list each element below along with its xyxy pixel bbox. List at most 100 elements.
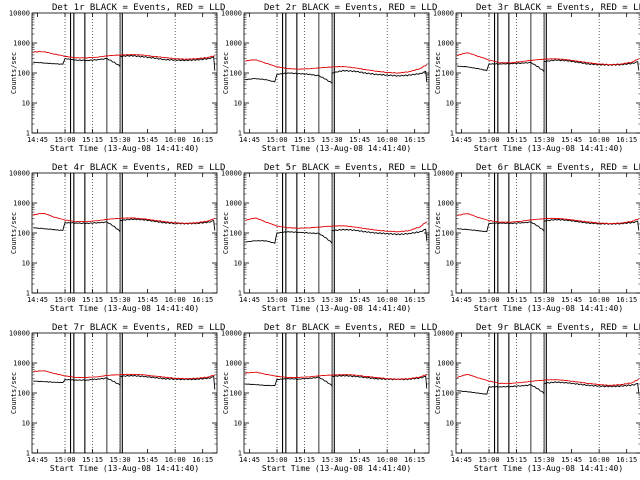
x-tick-label: 15:15 [294,296,315,304]
y-axis-label: Counts/sec [10,212,18,254]
x-tick-label: 15:30 [534,136,555,144]
y-tick-label: 100 [441,230,454,238]
x-tick-label: 16:15 [192,296,213,304]
y-tick-label: 10000 [221,10,242,18]
x-axis-label: Start Time (13-Aug-08 14:41:40) [474,144,623,153]
y-tick-label: 10000 [433,330,454,338]
x-tick-label: 16:00 [165,456,186,464]
x-tick-label: 15:15 [506,136,527,144]
y-tick-label: 1 [26,130,30,138]
x-tick-label: 16:15 [616,296,637,304]
x-axis-label: Start Time (13-Aug-08 14:41:40) [262,304,411,313]
plot-frame [243,172,430,294]
series-events-line [245,69,428,85]
x-tick-label: 15:00 [266,136,287,144]
chart-panel-9: Det 9r BLACK = Events, RED = LLD 1 10 100 10… [433,323,640,473]
chart-panel-3: Det 3r BLACK = Events, RED = LLD 1 10 100 10… [433,3,640,153]
y-tick-label: 1000 [225,360,242,368]
x-tick-label: 15:45 [349,296,370,304]
y-axis-label: Counts/sec [434,52,442,94]
y-tick-label: 1000 [437,360,454,368]
y-tick-label: 10000 [221,330,242,338]
chart-title: Det 7r BLACK = Events, RED = LLD [52,323,225,333]
series-events-line [33,54,216,71]
series-lld-line [244,59,428,74]
y-tick-label: 1 [450,290,454,298]
series-lld-line [244,371,428,380]
x-tick-label: 14:45 [451,456,472,464]
y-tick-label: 1 [450,130,454,138]
series-events-line [33,374,216,390]
x-tick-label: 15:00 [478,456,499,464]
plot-frame [455,332,640,454]
x-tick-label: 15:45 [561,136,582,144]
y-tick-label: 100 [17,230,30,238]
y-tick-label: 10 [22,420,30,428]
plot-frame [243,332,430,454]
x-tick-label: 15:15 [82,136,103,144]
series-lld-line [32,370,216,380]
series-events-line [457,218,640,233]
x-tick-label: 16:00 [377,456,398,464]
plot-frame [31,172,218,294]
chart-panel-7: Det 7r BLACK = Events, RED = LLD 1 10 100 10… [9,323,225,473]
x-tick-label: 15:30 [534,456,555,464]
y-tick-label: 10000 [221,170,242,178]
chart-title: Det 9r BLACK = Events, RED = LLD [476,323,640,333]
y-tick-label: 10 [22,100,30,108]
x-tick-label: 15:45 [561,456,582,464]
y-tick-label: 10000 [9,10,30,18]
y-tick-label: 1 [238,450,242,458]
plot-frame [455,12,640,134]
x-tick-label: 15:15 [82,296,103,304]
series-lld-line [244,217,428,233]
y-tick-label: 10 [234,260,242,268]
y-tick-label: 1 [450,450,454,458]
x-tick-label: 15:15 [294,456,315,464]
y-tick-label: 1000 [13,360,30,368]
y-tick-label: 10 [234,420,242,428]
series-events-line [457,59,640,74]
x-tick-label: 15:30 [110,296,131,304]
x-tick-label: 16:15 [404,296,425,304]
y-tick-label: 10000 [9,170,30,178]
series-events-line [245,374,428,389]
y-tick-label: 100 [229,390,242,398]
y-axis-label: Counts/sec [222,372,230,414]
plot-frame [31,332,218,454]
y-axis-label: Counts/sec [434,372,442,414]
chart-title: Det 2r BLACK = Events, RED = LLD [264,3,437,13]
y-tick-label: 10000 [433,170,454,178]
series-lld-line [32,51,215,60]
x-tick-label: 14:45 [451,296,472,304]
y-tick-label: 10000 [9,330,30,338]
x-tick-label: 16:15 [192,136,213,144]
series-lld-line [456,52,640,66]
x-tick-label: 16:00 [589,136,610,144]
x-tick-label: 15:00 [54,136,75,144]
x-tick-label: 14:45 [239,136,260,144]
series-lld-line [456,213,640,225]
x-tick-label: 16:00 [589,296,610,304]
x-tick-label: 15:00 [478,296,499,304]
plot-frame [31,12,218,134]
y-axis-label: Counts/sec [222,212,230,254]
x-tick-label: 15:30 [534,296,555,304]
y-tick-label: 10 [234,100,242,108]
series-events-line [457,381,640,395]
x-tick-label: 15:45 [561,296,582,304]
x-axis-label: Start Time (13-Aug-08 14:41:40) [474,464,623,473]
y-tick-label: 10 [446,420,454,428]
x-tick-label: 15:30 [322,456,343,464]
x-tick-label: 15:15 [294,136,315,144]
x-axis-label: Start Time (13-Aug-08 14:41:40) [50,144,199,153]
y-tick-label: 1 [26,450,30,458]
x-tick-label: 15:15 [82,456,103,464]
chart-panel-5: Det 5r BLACK = Events, RED = LLD 1 10 100 10… [221,163,437,313]
y-tick-label: 1000 [437,200,454,208]
x-tick-label: 14:45 [27,456,48,464]
x-tick-label: 15:30 [110,456,131,464]
plot-frame [455,172,640,294]
x-tick-label: 16:00 [165,296,186,304]
x-tick-label: 16:00 [377,296,398,304]
